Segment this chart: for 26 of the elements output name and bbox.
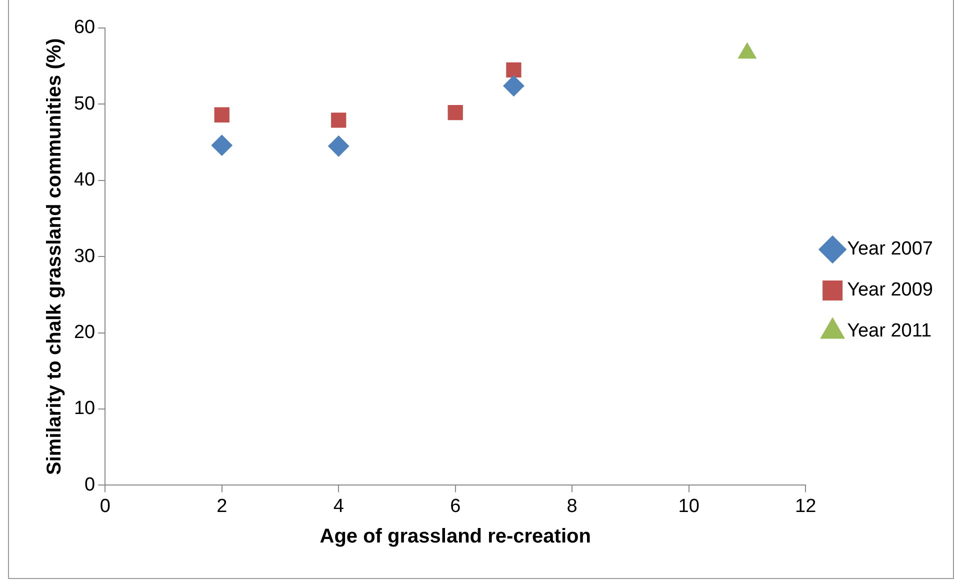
legend-label: Year 2009	[847, 280, 933, 301]
y-tick-label: 10	[74, 398, 96, 420]
y-tick-label: 40	[74, 170, 96, 191]
x-tick-label: 4	[333, 496, 344, 517]
point	[503, 75, 524, 96]
x-tick-label: 12	[794, 496, 816, 517]
x-tick-label: 2	[216, 496, 228, 517]
x-tick-label: 8	[566, 496, 578, 517]
point	[506, 62, 522, 78]
point	[214, 107, 230, 122]
legend-label: Year 2011	[847, 320, 932, 342]
point	[328, 136, 350, 157]
x-axis-title: Age of grassland re-creation	[320, 526, 591, 548]
y-tick-label: 30	[74, 246, 96, 267]
point	[211, 134, 232, 156]
point	[448, 105, 463, 120]
y-tick-label: 20	[74, 322, 96, 344]
point	[331, 112, 346, 128]
x-tick-label: 10	[678, 496, 700, 517]
x-tick-label: 0	[100, 496, 110, 517]
y-tick-label: 50	[74, 93, 96, 114]
legend-label: Year 2007	[847, 238, 933, 260]
y-axis-title: Similarity to chalk grassland communities (%)	[44, 38, 66, 475]
y-tick-label: 60	[74, 17, 96, 38]
y-tick-label: 0	[84, 474, 96, 496]
x-tick-label: 6	[450, 496, 461, 517]
